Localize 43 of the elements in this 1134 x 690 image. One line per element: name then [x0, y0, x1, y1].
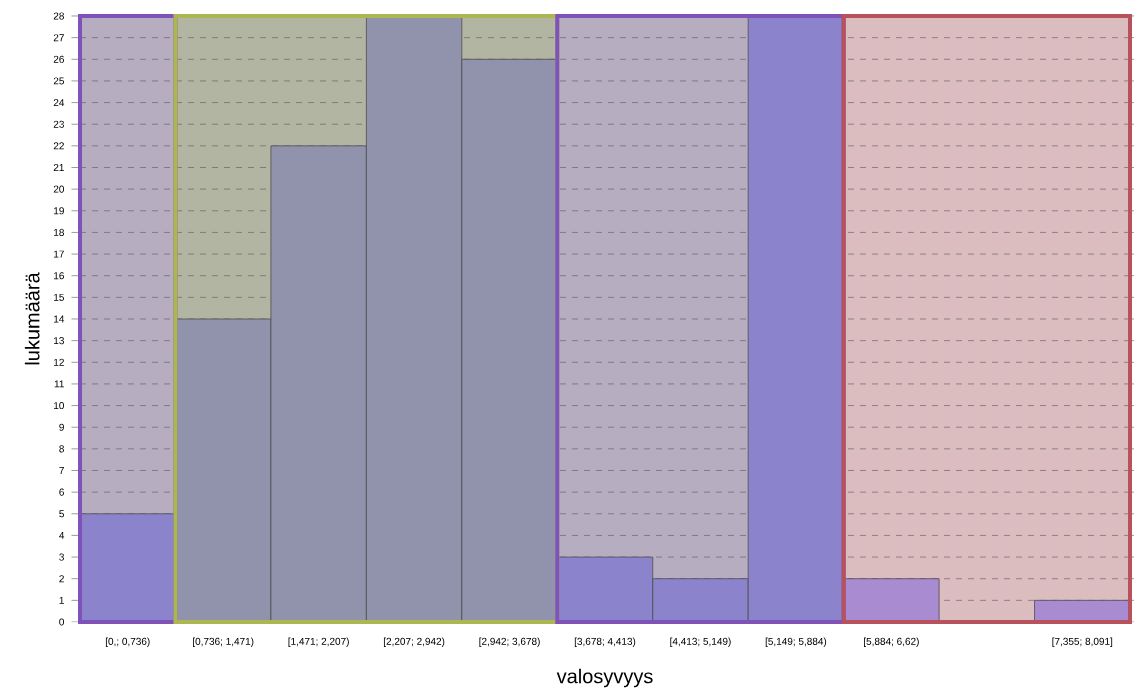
y-tick-label: 17: [54, 250, 64, 258]
y-tick-label: 18: [54, 228, 64, 236]
y-tick-label: 27: [53, 34, 64, 42]
y-tick-label: 20: [53, 185, 65, 193]
y-tick-label: 5: [59, 510, 64, 518]
y-tick-label: 13: [54, 337, 64, 345]
y-tick-label: 19: [54, 207, 64, 215]
y-tick-label: 24: [53, 99, 65, 107]
y-tick-label: 6: [59, 488, 64, 496]
x-tick-label: [5,149; 5,884): [765, 637, 827, 647]
bar: [79, 513, 176, 623]
x-axis-title: valosyvyys: [556, 668, 653, 688]
x-tick-label: [7,355; 8,091]: [1052, 637, 1113, 647]
x-tick-label: [3,678; 4,413): [574, 637, 636, 647]
y-tick-label: 28: [53, 12, 64, 20]
y-tick-label: 14: [54, 315, 65, 323]
x-tick-label: [0,; 0,736): [105, 637, 150, 647]
y-tick-label: 10: [54, 402, 65, 410]
x-tick-label: [2,942; 3,678): [479, 637, 540, 647]
y-tick-label: 1: [59, 596, 64, 604]
x-tick-label: [2,207; 2,942): [383, 637, 445, 647]
y-tick-label: 26: [53, 55, 64, 63]
y-tick-label: 11: [54, 380, 64, 388]
y-tick-label: 8: [59, 445, 64, 453]
x-tick-label: [1,471; 2,207): [288, 637, 349, 647]
y-tick-label: 3: [59, 553, 64, 561]
y-tick-label: 22: [53, 142, 64, 150]
y-axis-title: lukumäärä: [24, 272, 40, 365]
y-tick-label: 25: [53, 77, 64, 85]
y-tick-label: 15: [54, 293, 64, 301]
y-tick-label: 9: [59, 423, 64, 431]
y-tick-label: 12: [54, 358, 64, 366]
y-tick-label: 4: [59, 531, 65, 539]
bar: [843, 578, 940, 623]
y-tick-label: 16: [54, 272, 64, 280]
x-tick-label: [0,736; 1,471): [193, 637, 254, 647]
y-tick-label: 0: [59, 618, 65, 626]
x-tick-label: [4,413; 5,149): [670, 637, 731, 647]
y-tick-label: 21: [53, 163, 64, 171]
y-tick-label: 23: [53, 120, 64, 128]
y-tick-label: 2: [59, 575, 64, 583]
x-tick-label: [5,884; 6,62): [864, 637, 919, 647]
y-tick-label: 7: [59, 467, 64, 474]
